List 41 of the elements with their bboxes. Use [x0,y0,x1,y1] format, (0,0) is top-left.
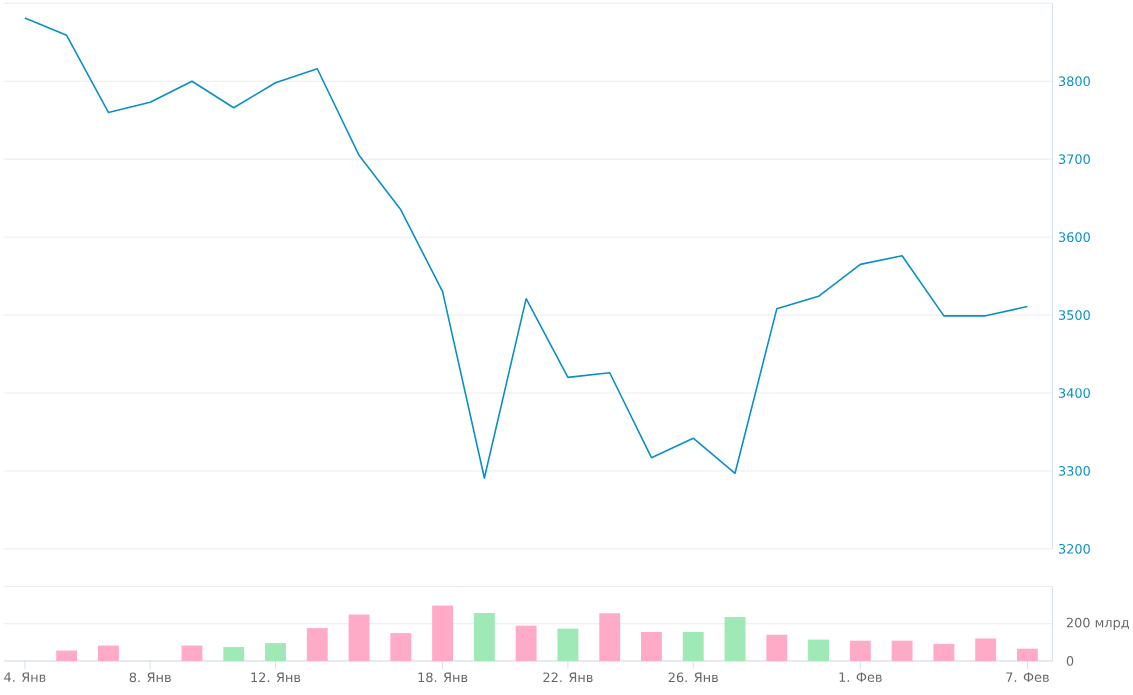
x-tick-label: 18. Янв [418,672,468,683]
y-tick-label: 3400 [1058,388,1090,399]
x-tick-label: 4. Янв [4,672,46,682]
bar [265,643,286,662]
x-tick-label: 7. Фев [1006,672,1049,683]
bar [849,640,871,662]
y-tick-label: 3600 [1058,232,1090,243]
y-tick-label: 3500 [1058,310,1090,321]
bar [515,625,537,662]
y-tick-label: 3700 [1058,154,1090,165]
bar [599,613,621,662]
bar [56,650,78,662]
y-tick-label: 3300 [1058,466,1090,476]
x-tick-label: 26. Янв [668,672,718,683]
bar [808,639,829,662]
bar [97,645,119,662]
y-tick-label: 3200 [1058,544,1090,554]
bar [181,645,203,662]
bar [682,632,704,662]
bar [1016,648,1038,662]
bar [223,647,245,662]
bar [306,628,328,662]
x-tick-label: 12. Янв [251,672,301,683]
bar [891,640,913,662]
bar [975,638,997,662]
x-tick-label: 22. Янв [543,672,593,683]
y-tick-label: 200 млрд [1066,617,1130,631]
x-tick-label: 1. Фев [839,672,882,683]
y-tick-label: 3800 [1058,76,1090,87]
bar [390,633,412,662]
x-tick-label: 8. Янв [129,672,171,683]
bar [766,634,788,662]
line-series [24,17,1029,479]
bar [432,605,454,662]
bar [933,644,955,662]
bar [348,614,370,662]
y-tick-label: 0 [1066,656,1074,666]
bar [473,613,495,662]
bar [641,632,662,662]
bar [557,628,579,662]
bar [724,617,746,662]
